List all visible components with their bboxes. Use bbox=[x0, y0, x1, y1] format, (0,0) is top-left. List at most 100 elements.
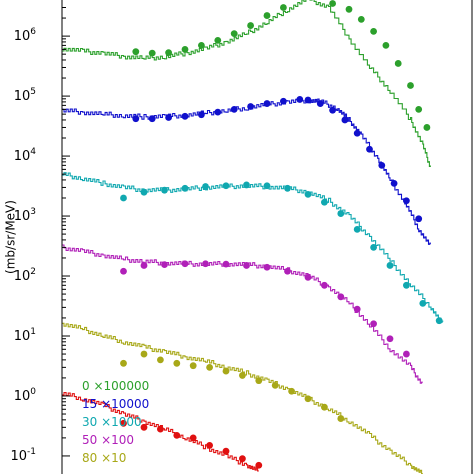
series-2-point-6 bbox=[243, 181, 250, 189]
series-2-point-17 bbox=[435, 317, 443, 325]
series-layer bbox=[62, 0, 444, 474]
series-5-point-7 bbox=[239, 455, 246, 463]
y-tick-label-6: 105 bbox=[14, 87, 36, 104]
series-2-curve bbox=[62, 172, 444, 323]
series-4-point-3 bbox=[173, 359, 181, 367]
series-2-point-3 bbox=[181, 184, 189, 192]
series-1-point-11 bbox=[304, 96, 312, 104]
series-2-point-8 bbox=[284, 184, 291, 192]
series-3-point-0 bbox=[120, 267, 127, 275]
series-2-point-0 bbox=[120, 194, 127, 202]
series-1-point-18 bbox=[390, 180, 398, 187]
series-4-point-0 bbox=[120, 359, 127, 367]
legend-entry-3: 50 ×100 bbox=[82, 433, 134, 447]
legend-entry-0: 0 ×100000 bbox=[82, 379, 149, 393]
series-1-point-15 bbox=[353, 129, 361, 137]
series-2-point-7 bbox=[263, 182, 271, 190]
series-0-point-11 bbox=[345, 5, 353, 13]
series-5-point-4 bbox=[189, 434, 197, 442]
series-3-point-4 bbox=[202, 260, 209, 268]
series-4 bbox=[62, 322, 423, 474]
y-tick-label-1: 100 bbox=[14, 387, 37, 404]
series-0-point-0 bbox=[132, 48, 140, 56]
series-1-point-12 bbox=[316, 100, 324, 107]
y-tick-label-2: 101 bbox=[14, 327, 36, 344]
series-0-point-1 bbox=[148, 49, 156, 57]
series-2-point-10 bbox=[321, 198, 328, 206]
series-0-point-4 bbox=[198, 41, 205, 49]
series-1-point-19 bbox=[403, 197, 410, 205]
series-1-point-2 bbox=[165, 114, 173, 121]
series-2-point-9 bbox=[304, 190, 312, 198]
series-1 bbox=[62, 96, 431, 245]
series-1-point-17 bbox=[378, 161, 386, 169]
axis-layer bbox=[61, 0, 473, 474]
series-2-point-16 bbox=[419, 299, 427, 307]
legend-entry-2: 30 ×1000 bbox=[82, 415, 142, 429]
series-2-point-1 bbox=[140, 188, 148, 196]
series-3-point-12 bbox=[353, 305, 361, 313]
series-5-point-5 bbox=[206, 441, 214, 449]
series-2-point-15 bbox=[403, 281, 410, 289]
series-4-curve bbox=[62, 322, 423, 474]
series-1-point-4 bbox=[198, 111, 205, 119]
legend: 0 ×100000 15 ×10000 30 ×1000 50 ×100 80 ×10 bbox=[82, 379, 149, 465]
series-2-point-2 bbox=[161, 186, 168, 194]
series-0-point-17 bbox=[415, 105, 423, 113]
series-4-point-4 bbox=[189, 362, 197, 370]
y-tick-label-7: 106 bbox=[14, 27, 37, 44]
series-0-point-12 bbox=[357, 15, 365, 23]
series-0-point-18 bbox=[423, 124, 431, 131]
series-0-point-7 bbox=[247, 22, 255, 29]
series-0-point-3 bbox=[181, 46, 189, 53]
ticks-layer: 10-1 100 101 102 103 104 105 106 bbox=[10, 6, 70, 464]
series-4-point-12 bbox=[321, 403, 328, 411]
series-0-curve bbox=[62, 0, 431, 168]
series-2-point-11 bbox=[337, 210, 345, 217]
series-1-point-3 bbox=[181, 112, 189, 120]
series-5-point-2 bbox=[157, 425, 164, 433]
series-0-point-6 bbox=[230, 30, 238, 38]
series-0-point-15 bbox=[394, 60, 402, 67]
series-3-point-15 bbox=[403, 350, 410, 358]
series-3-point-9 bbox=[304, 273, 312, 281]
series-2-point-5 bbox=[222, 182, 230, 190]
y-tick-label-3: 102 bbox=[14, 267, 36, 284]
series-0-point-14 bbox=[382, 41, 390, 49]
series-4-point-7 bbox=[239, 372, 246, 379]
series-1-point-0 bbox=[132, 115, 140, 123]
series-1-point-5 bbox=[214, 108, 222, 116]
series-5-point-8 bbox=[255, 461, 263, 469]
series-1-point-8 bbox=[263, 100, 271, 107]
series-3-point-1 bbox=[140, 262, 148, 269]
series-1-point-16 bbox=[366, 145, 373, 153]
series-3-point-6 bbox=[243, 262, 250, 269]
series-5 bbox=[62, 392, 263, 472]
series-5-curve bbox=[62, 392, 259, 472]
series-4-point-9 bbox=[271, 382, 279, 389]
series-0-point-5 bbox=[214, 36, 222, 44]
series-1-point-9 bbox=[280, 97, 287, 105]
series-0-point-16 bbox=[407, 82, 414, 89]
series-0-point-8 bbox=[263, 12, 271, 19]
series-5-point-3 bbox=[173, 432, 181, 439]
series-0 bbox=[62, 0, 431, 168]
series-1-point-6 bbox=[230, 105, 238, 113]
legend-entry-1: 15 ×10000 bbox=[82, 397, 149, 411]
series-3-point-13 bbox=[370, 320, 377, 328]
y-tick-label-4: 103 bbox=[14, 207, 36, 224]
series-4-point-10 bbox=[288, 387, 295, 395]
series-3-point-8 bbox=[284, 267, 291, 275]
y-axis-label: (mb/sr/MeV) bbox=[4, 200, 18, 274]
series-1-point-10 bbox=[296, 96, 304, 103]
series-1-point-20 bbox=[415, 215, 423, 223]
legend-entry-4: 80 ×10 bbox=[82, 451, 126, 465]
series-3-point-14 bbox=[386, 335, 394, 343]
series-4-point-1 bbox=[140, 350, 148, 358]
series-5-point-0 bbox=[120, 419, 127, 427]
series-5-point-6 bbox=[222, 447, 230, 455]
series-2-point-4 bbox=[202, 183, 209, 190]
series-2-point-13 bbox=[370, 243, 377, 251]
series-4-point-5 bbox=[206, 363, 214, 371]
